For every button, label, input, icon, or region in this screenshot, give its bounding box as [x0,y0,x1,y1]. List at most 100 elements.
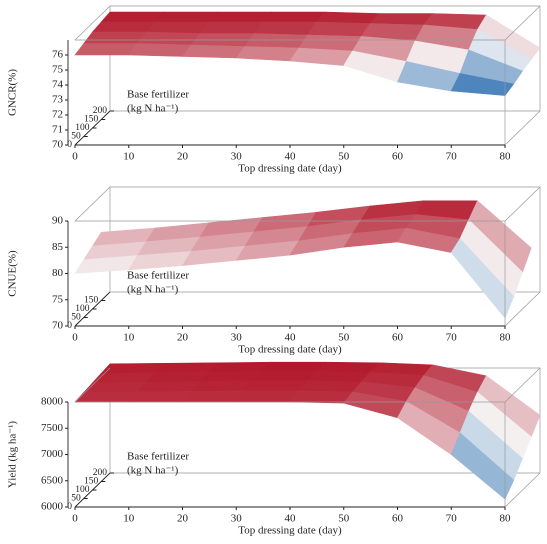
x-tick-label: 70 [446,513,458,525]
surface-patch [100,362,165,374]
surface-patch [91,372,156,384]
z-tick-label: 73 [52,94,64,106]
z-axis-label: CNUE(%) [7,250,19,297]
x-axis-label: Top dressing date (day) [238,344,342,356]
y-tick-label: 150 [84,477,99,487]
x-axis-label: Top dressing date (day) [238,163,342,175]
surface-patch [235,46,300,62]
x-tick-label: 40 [285,513,297,525]
z-tick-label: 80 [52,267,64,279]
surface-patch [181,390,246,403]
y-tick-label: 100 [75,485,90,495]
z-tick-label: 70 [52,139,64,151]
y-axis-unit: (kg N ha⁻¹) [127,465,179,477]
x-tick-label: 80 [500,332,512,344]
surface-patch [208,361,272,373]
x-tick-label: 60 [392,513,404,525]
surface-patch [128,43,192,57]
y-axis-label: Base fertilizer [127,451,189,463]
surface-patch [235,390,300,403]
z-tick-label: 74 [52,79,64,91]
x-tick-label: 60 [392,151,404,163]
surface-patch [315,361,380,373]
box-edge [74,367,111,403]
surface-patch [154,11,219,23]
x-tick-label: 50 [338,332,350,344]
box-edge [74,5,111,41]
y-tick-label: 0 [67,140,72,150]
surface-patch [244,33,309,49]
y-tick-label: 50 [71,132,81,142]
surface-patch [100,11,165,23]
y-axis-unit: (kg N ha⁻¹) [127,103,179,115]
x-tick-label: 10 [123,151,135,163]
x-tick-label: 30 [231,151,243,163]
surface-patch [306,21,371,37]
y-tick-label: 50 [71,313,81,323]
surface-patch [128,391,192,403]
y-axis-unit: (kg N ha⁻¹) [127,284,179,296]
surface-patch [154,362,219,374]
surface-patch [369,13,434,26]
z-tick-label: 85 [52,241,64,253]
panel: 0 10 20 30 40 50 60 70 8070717273747576050100150… [7,5,541,175]
surface-patch [261,11,326,23]
z-tick-label: 70 [52,320,64,332]
surface-patch [450,73,515,96]
y-axis-label: Base fertilizer [127,89,189,101]
x-tick-label: 10 [123,332,135,344]
surface-patch [289,47,354,66]
x-tick-label: 0 [72,151,78,163]
x-tick-label: 10 [123,513,135,525]
x-tick-label: 20 [177,332,189,344]
y-tick-label: 0 [67,502,72,512]
z-tick-label: 75 [52,293,64,305]
panel: 0 10 20 30 40 50 60 70 807075808590050100150Top … [7,186,541,356]
z-tick-label: 7000 [41,448,64,460]
y-tick-label: 100 [75,123,90,133]
x-tick-label: 30 [231,513,243,525]
surface-patch [261,361,326,372]
panel: 0 10 20 30 40 50 60 70 8060006500700075008000050… [7,361,541,537]
z-tick-label: 90 [52,215,64,227]
x-tick-label: 50 [338,513,350,525]
x-tick-label: 0 [72,513,78,525]
surface-patch [181,44,246,59]
surface-patch [74,391,139,403]
surface-patch [244,380,309,392]
surface-patch [199,370,264,382]
y-tick-label: 150 [84,296,99,306]
z-axis-label: GNCR(%) [7,69,19,116]
surface-patch [136,31,201,46]
z-tick-label: 76 [52,49,64,61]
surface-patch [208,11,272,23]
x-tick-label: 30 [231,332,243,344]
x-axis-label: Top dressing date (day) [238,525,342,537]
surface-patch [315,11,380,24]
y-tick-label: 200 [93,106,108,116]
x-tick-label: 0 [72,332,78,344]
y-tick-label: 50 [71,494,81,504]
x-tick-label: 60 [392,332,404,344]
surface-patch [306,370,371,383]
z-tick-label: 6000 [41,501,64,513]
x-tick-label: 40 [285,151,297,163]
z-tick-label: 8000 [41,396,64,408]
y-tick-label: 150 [84,115,99,125]
box-edge [504,472,541,508]
box-edge [504,291,541,327]
x-tick-label: 50 [338,151,350,163]
surface-patch [450,238,515,319]
x-tick-label: 70 [446,332,458,344]
surface-patch [253,370,317,382]
y-tick-label: 100 [75,304,90,314]
x-tick-label: 20 [177,151,189,163]
y-tick-label: 0 [67,321,72,331]
surface-patch [74,43,139,56]
surface-patch [145,21,210,34]
surface-patch [83,31,147,44]
z-axis-label: Yield (kg ha⁻¹) [7,421,19,488]
surface-patch [289,390,354,404]
x-tick-label: 20 [177,513,189,525]
